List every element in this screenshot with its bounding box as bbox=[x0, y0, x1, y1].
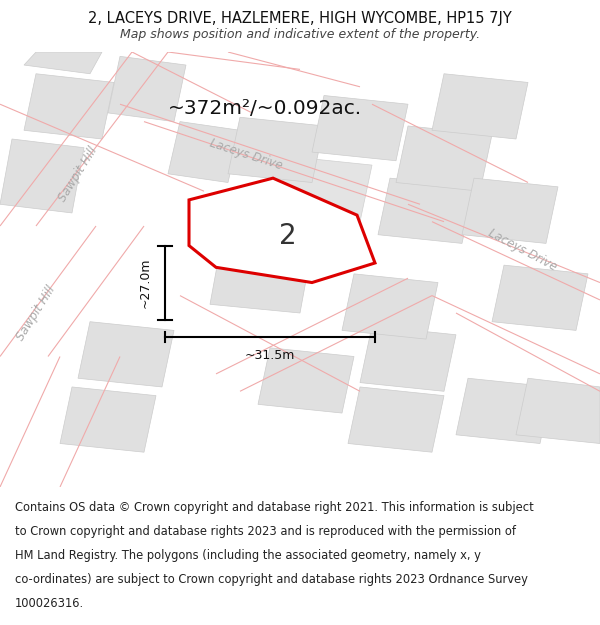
Polygon shape bbox=[396, 126, 492, 191]
Polygon shape bbox=[312, 96, 408, 161]
Text: HM Land Registry. The polygons (including the associated geometry, namely x, y: HM Land Registry. The polygons (includin… bbox=[15, 549, 481, 562]
Polygon shape bbox=[276, 156, 372, 222]
Text: Map shows position and indicative extent of the property.: Map shows position and indicative extent… bbox=[120, 28, 480, 41]
Text: ~27.0m: ~27.0m bbox=[139, 258, 152, 308]
Text: Laceys Drive: Laceys Drive bbox=[485, 226, 559, 274]
Polygon shape bbox=[24, 52, 102, 74]
Polygon shape bbox=[258, 348, 354, 413]
Polygon shape bbox=[516, 378, 600, 444]
Text: Laceys Drive: Laceys Drive bbox=[208, 136, 284, 172]
Polygon shape bbox=[228, 118, 324, 182]
Polygon shape bbox=[78, 322, 174, 387]
Text: Sawpit Hill: Sawpit Hill bbox=[56, 144, 100, 204]
Polygon shape bbox=[210, 239, 312, 313]
Text: 2: 2 bbox=[279, 222, 297, 250]
Polygon shape bbox=[216, 204, 288, 256]
Text: to Crown copyright and database rights 2023 and is reproduced with the permissio: to Crown copyright and database rights 2… bbox=[15, 525, 516, 538]
Polygon shape bbox=[108, 56, 186, 122]
Polygon shape bbox=[360, 326, 456, 391]
Polygon shape bbox=[462, 178, 558, 243]
Text: ~31.5m: ~31.5m bbox=[245, 349, 295, 362]
Polygon shape bbox=[348, 387, 444, 452]
Polygon shape bbox=[492, 265, 588, 331]
Polygon shape bbox=[432, 74, 528, 139]
Text: ~372m²/~0.092ac.: ~372m²/~0.092ac. bbox=[168, 99, 362, 118]
Text: Contains OS data © Crown copyright and database right 2021. This information is : Contains OS data © Crown copyright and d… bbox=[15, 501, 534, 514]
Polygon shape bbox=[342, 274, 438, 339]
Text: Sawpit Hill: Sawpit Hill bbox=[14, 283, 58, 342]
Text: 2, LACEYS DRIVE, HAZLEMERE, HIGH WYCOMBE, HP15 7JY: 2, LACEYS DRIVE, HAZLEMERE, HIGH WYCOMBE… bbox=[88, 11, 512, 26]
Text: 100026316.: 100026316. bbox=[15, 598, 84, 611]
Polygon shape bbox=[378, 178, 474, 243]
Polygon shape bbox=[456, 378, 552, 444]
Polygon shape bbox=[189, 178, 375, 282]
Polygon shape bbox=[168, 122, 240, 182]
Polygon shape bbox=[60, 387, 156, 452]
Polygon shape bbox=[24, 74, 114, 139]
Text: co-ordinates) are subject to Crown copyright and database rights 2023 Ordnance S: co-ordinates) are subject to Crown copyr… bbox=[15, 573, 528, 586]
Polygon shape bbox=[0, 139, 84, 213]
